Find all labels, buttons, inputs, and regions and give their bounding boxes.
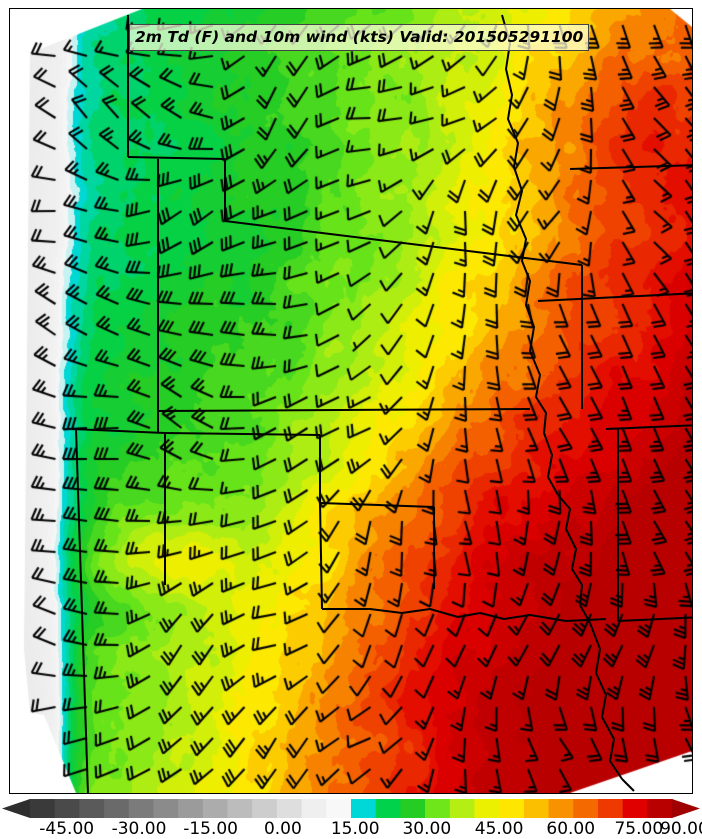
map-title: 2m Td (F) and 10m wind (kts) Valid: 2015… xyxy=(129,24,590,51)
colorbar-tick-0: -45.00 xyxy=(39,819,95,839)
colorbar-tick-7: 60.00 xyxy=(546,819,596,839)
colorbar-tick-labels: -45.00 -30.00 -15.00 0.00 15.00 30.00 45.00 60.… xyxy=(0,819,702,839)
colorbar-tick-8: 75.00 xyxy=(614,819,664,839)
colorbar-tick-1: -30.00 xyxy=(111,819,167,839)
colorbar-tick-3: 0.00 xyxy=(263,819,302,839)
colorbar: -45.00 -30.00 -15.00 0.00 15.00 30.00 45.00 60.… xyxy=(0,798,702,839)
colorbar-tick-2: -15.00 xyxy=(183,819,238,839)
colorbar-tick-6: 45.00 xyxy=(474,819,524,839)
colorbar-tick-9: 90.00 xyxy=(660,819,702,839)
colorbar-tick-4: 15.00 xyxy=(330,819,380,839)
colorbar-gradient xyxy=(2,799,700,818)
wind-barb-overlay xyxy=(10,9,692,793)
colorbar-tick-5: 30.00 xyxy=(402,819,452,839)
map-frame xyxy=(9,8,693,794)
